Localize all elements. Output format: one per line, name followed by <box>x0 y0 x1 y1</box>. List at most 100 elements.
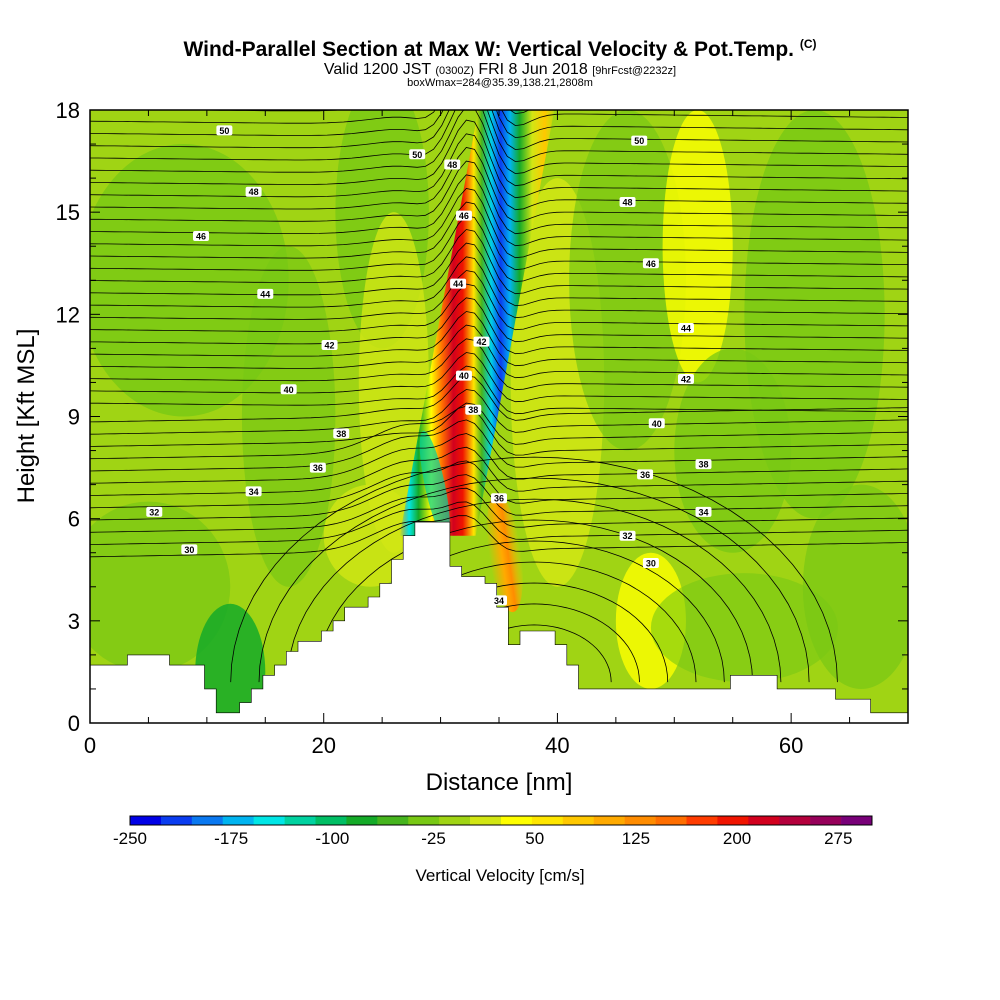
isentrope-label-13: 42 <box>473 336 490 347</box>
isentrope-label-7: 46 <box>455 210 472 221</box>
colorbar-label: 125 <box>622 829 650 848</box>
field-blob-0 <box>90 144 289 417</box>
plot-area: 50 50 50 48 48 48 46 46 46 44 44 44 42 42 42 40 40 40 38 38… <box>90 110 908 723</box>
isentrope-label-9: 44 <box>257 288 274 299</box>
colorbar-swatch-5 <box>284 816 316 825</box>
colorbar-swatch-14 <box>562 816 595 825</box>
isentrope-label-text: 38 <box>698 460 708 470</box>
isentrope-15 <box>90 324 908 379</box>
isentrope-label-text: 50 <box>219 126 229 136</box>
y-tick-label: 9 <box>68 405 80 430</box>
isentrope-label-10: 44 <box>450 278 467 289</box>
isentrope-label-18: 38 <box>333 428 350 439</box>
isentrope-label-text: 50 <box>634 136 644 146</box>
downdraft-patch <box>419 430 450 539</box>
isentrope-19 <box>90 270 908 331</box>
isentrope-label-text: 40 <box>459 371 469 381</box>
isentrope-label-text: 40 <box>284 385 294 395</box>
isentrope-label-text: 36 <box>313 463 323 473</box>
isentrope-label-text: 46 <box>646 259 656 269</box>
isentrope-label-30: 30 <box>642 557 659 568</box>
colorbar-swatch-15 <box>593 816 625 825</box>
isentrope-1 <box>90 501 908 545</box>
isentrope-label-text: 48 <box>249 187 259 197</box>
colorbar-swatch-12 <box>501 816 533 825</box>
isentrope-label-27: 32 <box>146 506 163 517</box>
isentrope-label-text: 32 <box>623 531 633 541</box>
colorbar-label: -100 <box>315 829 349 848</box>
isentrope-label-text: 38 <box>468 405 478 415</box>
isentrope-label-5: 48 <box>619 196 636 207</box>
terrain-profile <box>90 521 908 723</box>
isentrope-35 <box>90 110 908 139</box>
y-tick-label: 3 <box>68 609 80 634</box>
colorbar-swatch-16 <box>624 816 656 825</box>
isentrope-label-24: 34 <box>245 486 262 497</box>
colorbar-swatch-8 <box>377 816 409 825</box>
isentrope-label-17: 40 <box>648 418 665 429</box>
isentrope-label-29: 30 <box>181 544 198 555</box>
isentrope-9 <box>90 402 908 447</box>
isentrope-18 <box>90 283 908 343</box>
colorbar-frame <box>129 815 873 826</box>
isentrope-label-11: 44 <box>677 322 694 333</box>
colorbar-swatch-9 <box>408 816 440 825</box>
isentrope-label-19: 38 <box>465 404 482 415</box>
isentrope-label-text: 44 <box>453 279 463 289</box>
isentrope-label-0: 50 <box>216 125 233 136</box>
field-blob-5 <box>358 212 429 553</box>
field-blob-10 <box>744 110 885 519</box>
low-isentrope-6 <box>286 498 782 683</box>
x-tick-label: 20 <box>311 733 335 758</box>
low-isentrope-7 <box>258 477 810 683</box>
x-axis-title: Distance [nm] <box>426 769 573 796</box>
colorbar-swatch-18 <box>686 816 718 825</box>
isentrope-label-text: 42 <box>476 337 486 347</box>
x-tick-label: 60 <box>779 733 803 758</box>
isentrope-label-8: 46 <box>642 258 659 269</box>
isentrope-label-1: 50 <box>409 149 426 160</box>
isentrope-28 <box>90 147 908 223</box>
colorbar-swatch-22 <box>810 816 842 825</box>
x-tick-label: 0 <box>84 733 96 758</box>
isentrope-37 <box>509 110 530 115</box>
isentrope-label-6: 46 <box>193 231 210 242</box>
colorbar-swatch-11 <box>470 816 502 825</box>
isentrope-label-text: 44 <box>681 323 691 333</box>
isentrope-label-23: 36 <box>637 469 654 480</box>
isentrope-label-26: 34 <box>695 506 712 517</box>
isentrope-label-28: 32 <box>619 530 636 541</box>
isentrope-label-text: 42 <box>681 375 691 385</box>
isentrope-16 <box>90 311 908 367</box>
colorbar-swatch-3 <box>222 816 254 825</box>
y-axis-title: Height [Kft MSL] <box>13 329 40 504</box>
isentrope-label-21: 36 <box>309 462 326 473</box>
isentrope-21 <box>90 242 908 307</box>
isentrope-label-14: 42 <box>677 374 694 385</box>
isentrope-label-text: 48 <box>447 160 457 170</box>
wave-band <box>399 110 555 536</box>
isentrope-label-3: 48 <box>245 186 262 197</box>
isentrope-label-text: 44 <box>260 289 270 299</box>
colorbar-label: -25 <box>421 829 446 848</box>
isentrope-25 <box>90 188 908 259</box>
isentrope-30 <box>90 119 908 199</box>
isentrope-23 <box>90 215 908 283</box>
isentrope-label-text: 34 <box>249 487 259 497</box>
isentrope-20 <box>90 256 908 319</box>
field-blob-8 <box>662 110 733 383</box>
colorbar-swatch-19 <box>717 816 749 825</box>
isentrope-3 <box>90 474 908 521</box>
isentrope-24 <box>90 201 908 271</box>
isentrope-label-text: 32 <box>149 507 159 517</box>
colorbar-swatch-4 <box>253 816 285 825</box>
isentrope-label-text: 38 <box>336 429 346 439</box>
isentrope-29 <box>90 133 908 211</box>
isentrope-8 <box>90 405 908 460</box>
isentrope-label-20: 38 <box>695 459 712 470</box>
x-tick-label: 40 <box>545 733 569 758</box>
colorbar-swatch-0 <box>130 816 162 825</box>
isentrope-7 <box>90 419 908 472</box>
isentrope-22 <box>90 229 908 295</box>
